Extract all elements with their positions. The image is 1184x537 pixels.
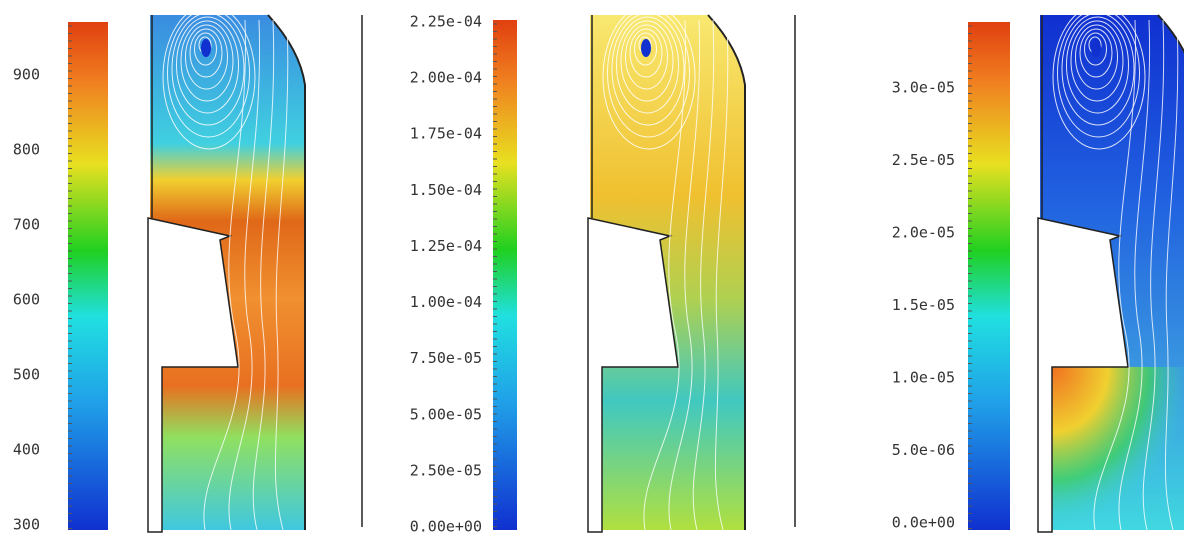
colorbar-label: 1.00e-04: [410, 293, 482, 311]
vortex-core: [201, 39, 211, 57]
domain-plot: [148, 5, 305, 532]
colorbar-label: 5.00e-05: [410, 405, 482, 423]
colorbar-label: 3.0e-05: [892, 79, 955, 97]
colorbar-label: 0.0e+00: [892, 514, 955, 532]
vortex-core: [1091, 39, 1101, 57]
colorbar-label: 900: [13, 66, 40, 84]
figure: 900 800 700 600 500 400 300 2.25e-04 2.00e-04 1.7…: [0, 0, 1184, 537]
colorbar-label: 1.50e-04: [410, 181, 482, 199]
colorbar-label: 800: [13, 141, 40, 159]
colorbar-label: 1.5e-05: [892, 296, 955, 314]
domain-plot: [588, 5, 745, 532]
colorbar-label: 7.50e-05: [410, 349, 482, 367]
colorbar-label: 1.0e-05: [892, 369, 955, 387]
colorbar-label: 1.25e-04: [410, 237, 482, 255]
colorbar-label: 5.0e-06: [892, 441, 955, 459]
vortex-core: [641, 39, 651, 57]
colorbar-label: 2.0e-05: [892, 224, 955, 242]
colorbar: [68, 22, 108, 530]
colorbar-label: 400: [13, 441, 40, 459]
colorbar-label: 2.50e-05: [410, 461, 482, 479]
colorbar-label: 600: [13, 291, 40, 309]
colorbar-label: 300: [13, 516, 40, 534]
colorbar-label: 500: [13, 366, 40, 384]
colorbar: [968, 22, 1010, 530]
colorbar-label: 700: [13, 216, 40, 234]
colorbar-label: 2.5e-05: [892, 151, 955, 169]
domain-plot: [1038, 5, 1184, 532]
hot-corner: [1052, 367, 1184, 530]
colorbar-label: 0.00e+00: [410, 518, 482, 536]
colorbar-label: 1.75e-04: [410, 125, 482, 143]
colorbar-label: 2.25e-04: [410, 13, 482, 31]
colorbar-label: 2.00e-04: [410, 69, 482, 87]
colorbar: [493, 20, 517, 530]
